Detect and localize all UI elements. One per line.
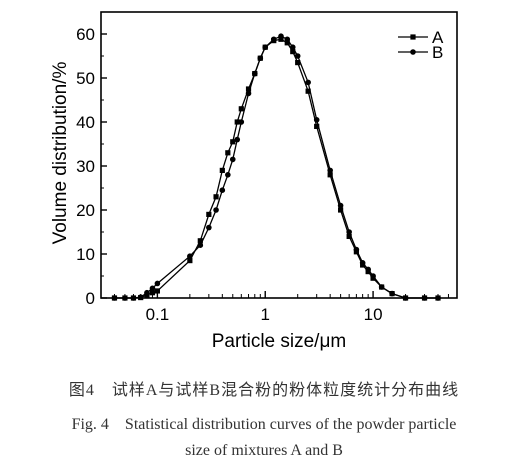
series-B-point bbox=[257, 55, 264, 61]
series-A-point bbox=[314, 123, 320, 129]
series-A-point bbox=[225, 150, 231, 156]
series-A-point bbox=[238, 106, 244, 112]
legend-label-A: A bbox=[432, 28, 444, 47]
series-A-line bbox=[114, 38, 439, 299]
series-B-point bbox=[337, 202, 344, 209]
series-A-point bbox=[295, 60, 301, 66]
series-B-point bbox=[245, 90, 252, 97]
series-B-point bbox=[187, 253, 193, 259]
x-tick-label: 10 bbox=[364, 305, 383, 324]
series-B-point bbox=[206, 224, 212, 231]
series-B-line bbox=[114, 35, 439, 299]
series-B-point bbox=[389, 290, 395, 297]
series-A-point bbox=[278, 36, 284, 42]
series-B-point bbox=[294, 53, 301, 59]
series-B-point bbox=[402, 295, 409, 301]
y-tick-label: 10 bbox=[76, 245, 95, 264]
plot-area: 0 10 20 30 40 50 60 0.1 1 10 AB bbox=[76, 11, 458, 324]
series-B-point bbox=[305, 79, 311, 86]
series-B-point bbox=[149, 285, 156, 292]
series-A-point bbox=[290, 49, 296, 55]
series-A-point bbox=[213, 194, 219, 200]
series-B-point bbox=[197, 242, 204, 248]
plot-frame bbox=[100, 11, 458, 299]
legend-marker-B bbox=[410, 49, 416, 55]
series-A-point bbox=[327, 172, 333, 178]
series-A-point bbox=[305, 88, 311, 94]
series-B-point bbox=[353, 246, 360, 253]
series-B-point bbox=[327, 167, 333, 174]
series-A-point bbox=[154, 288, 160, 294]
series-B-point bbox=[213, 207, 219, 213]
series-A-point bbox=[187, 258, 193, 264]
x-axis-label: Particle size/μm bbox=[212, 331, 346, 352]
series-B-point bbox=[289, 44, 296, 50]
series-B-point bbox=[154, 280, 161, 287]
series-A-point bbox=[284, 40, 290, 46]
legend-marker-A bbox=[410, 34, 416, 40]
series-B-point bbox=[378, 284, 385, 290]
series-B-point bbox=[278, 33, 284, 39]
series-B-point bbox=[313, 117, 320, 123]
y-tick-label: 0 bbox=[86, 289, 95, 308]
y-tick-label: 30 bbox=[76, 157, 95, 176]
series-B-point bbox=[122, 295, 128, 301]
series-B-point bbox=[229, 156, 236, 163]
legend-label-B: B bbox=[432, 43, 443, 62]
chart: 0 10 20 30 40 50 60 0.1 1 10 AB Volume distributio… bbox=[50, 11, 458, 352]
y-tick-label: 40 bbox=[76, 113, 95, 132]
series-B-point bbox=[359, 260, 366, 266]
series-B-point bbox=[346, 229, 352, 235]
series-B-point bbox=[111, 295, 118, 301]
series-B-point bbox=[270, 36, 277, 43]
series-B-point bbox=[234, 136, 241, 143]
y-tick-label: 50 bbox=[76, 69, 95, 88]
series-B-point bbox=[284, 36, 291, 43]
figure-caption-chinese: 图4 试样A与试样B混合粉的粉体粒度统计分布曲线 bbox=[68, 382, 460, 399]
series-B-point bbox=[144, 289, 150, 296]
series-B-point bbox=[238, 119, 245, 125]
series-B-point bbox=[370, 273, 376, 279]
figure-caption-english-line2: size of mixtures A and B bbox=[185, 442, 343, 459]
series-A-point bbox=[338, 207, 344, 213]
series-A-point bbox=[219, 167, 225, 173]
series-A-point bbox=[234, 119, 240, 125]
series-B-point bbox=[130, 295, 137, 301]
series-A-point bbox=[245, 86, 252, 92]
y-axis-label: Volume distribution/% bbox=[50, 62, 71, 245]
series-B-point bbox=[219, 187, 226, 193]
series-B-point bbox=[137, 294, 144, 300]
figure-caption-english-line1: Fig. 4 Statistical distribution curves o… bbox=[71, 416, 457, 433]
series-B-point bbox=[435, 295, 441, 301]
series-A-point bbox=[197, 238, 203, 244]
series-B-point bbox=[421, 295, 428, 301]
y-tick-label: 60 bbox=[76, 25, 95, 44]
series-B-point bbox=[225, 172, 231, 178]
series-B-point bbox=[262, 44, 269, 50]
series-B-point bbox=[365, 266, 371, 273]
series-A-point bbox=[149, 290, 156, 296]
series-A-point bbox=[206, 211, 212, 217]
x-tick-label: 0.1 bbox=[146, 305, 170, 324]
y-tick-label: 20 bbox=[76, 201, 95, 220]
series-A-point bbox=[230, 139, 236, 145]
x-tick-label: 1 bbox=[261, 305, 270, 324]
series-B-point bbox=[251, 70, 258, 77]
series-A-point bbox=[346, 233, 352, 239]
